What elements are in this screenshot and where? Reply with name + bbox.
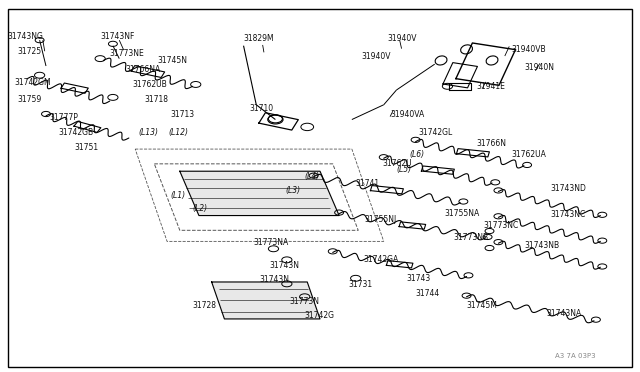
Text: (L2): (L2)	[193, 203, 208, 213]
Text: 31759: 31759	[17, 95, 42, 104]
Text: 31829M: 31829M	[244, 34, 274, 43]
Text: 31742GB: 31742GB	[59, 128, 94, 137]
Text: A3 7A 03P3: A3 7A 03P3	[555, 353, 595, 359]
Text: 31762UB: 31762UB	[132, 80, 167, 89]
Polygon shape	[212, 282, 320, 319]
Text: 31741: 31741	[355, 179, 379, 187]
Text: 31710: 31710	[250, 104, 274, 113]
Text: 31940N: 31940N	[524, 63, 554, 72]
Text: 31731: 31731	[349, 280, 372, 289]
Text: 31743NC: 31743NC	[550, 210, 586, 219]
Text: 31755NA: 31755NA	[444, 209, 479, 218]
Text: (L13): (L13)	[138, 128, 158, 137]
Text: 31743NB: 31743NB	[524, 241, 559, 250]
Text: 31751: 31751	[75, 143, 99, 152]
Text: 31773NA: 31773NA	[253, 238, 289, 247]
Text: (L1): (L1)	[170, 191, 186, 200]
Text: 31773NE: 31773NE	[109, 49, 145, 58]
Text: 31940V: 31940V	[387, 34, 417, 43]
Text: 31941E: 31941E	[476, 82, 505, 91]
Text: 31744: 31744	[415, 289, 440, 298]
Text: 31743NG: 31743NG	[8, 32, 44, 41]
Text: (L12): (L12)	[168, 128, 188, 137]
Text: 31940VA: 31940VA	[390, 109, 424, 119]
Text: 31742GM: 31742GM	[14, 78, 51, 87]
Text: 31766NA: 31766NA	[125, 65, 161, 74]
Text: 31742GL: 31742GL	[419, 128, 453, 137]
Text: (L4): (L4)	[304, 172, 319, 181]
Text: 31743ND: 31743ND	[550, 185, 586, 193]
Text: 31762U: 31762U	[383, 158, 412, 168]
Text: 31743N: 31743N	[269, 261, 299, 270]
Text: 31728: 31728	[193, 301, 216, 311]
Text: 31777P: 31777P	[49, 113, 78, 122]
Text: 31766N: 31766N	[476, 139, 506, 148]
Text: 31773N: 31773N	[289, 297, 319, 306]
Text: 31940V: 31940V	[362, 52, 391, 61]
Text: 31742GA: 31742GA	[364, 255, 399, 264]
Text: 31762UA: 31762UA	[511, 150, 546, 159]
Text: (L5): (L5)	[396, 165, 412, 174]
Text: 31713: 31713	[170, 109, 195, 119]
Text: 31718: 31718	[145, 95, 169, 104]
Text: 31745M: 31745M	[467, 301, 497, 311]
Text: 31745N: 31745N	[157, 56, 188, 65]
Text: 31773NB: 31773NB	[454, 233, 489, 242]
Text: 31755NJ: 31755NJ	[365, 215, 397, 224]
Polygon shape	[180, 171, 339, 215]
Text: 31725: 31725	[17, 47, 42, 56]
Text: 31742G: 31742G	[304, 311, 334, 320]
Text: (L3): (L3)	[285, 186, 300, 195]
Text: 31743NF: 31743NF	[100, 32, 134, 41]
Text: (L6): (L6)	[409, 150, 424, 159]
Text: 31773NC: 31773NC	[484, 221, 519, 230]
Text: 31743: 31743	[406, 274, 430, 283]
Text: 31743N: 31743N	[259, 275, 289, 283]
Text: 31743NA: 31743NA	[546, 309, 582, 318]
Text: 31940VB: 31940VB	[511, 45, 546, 54]
